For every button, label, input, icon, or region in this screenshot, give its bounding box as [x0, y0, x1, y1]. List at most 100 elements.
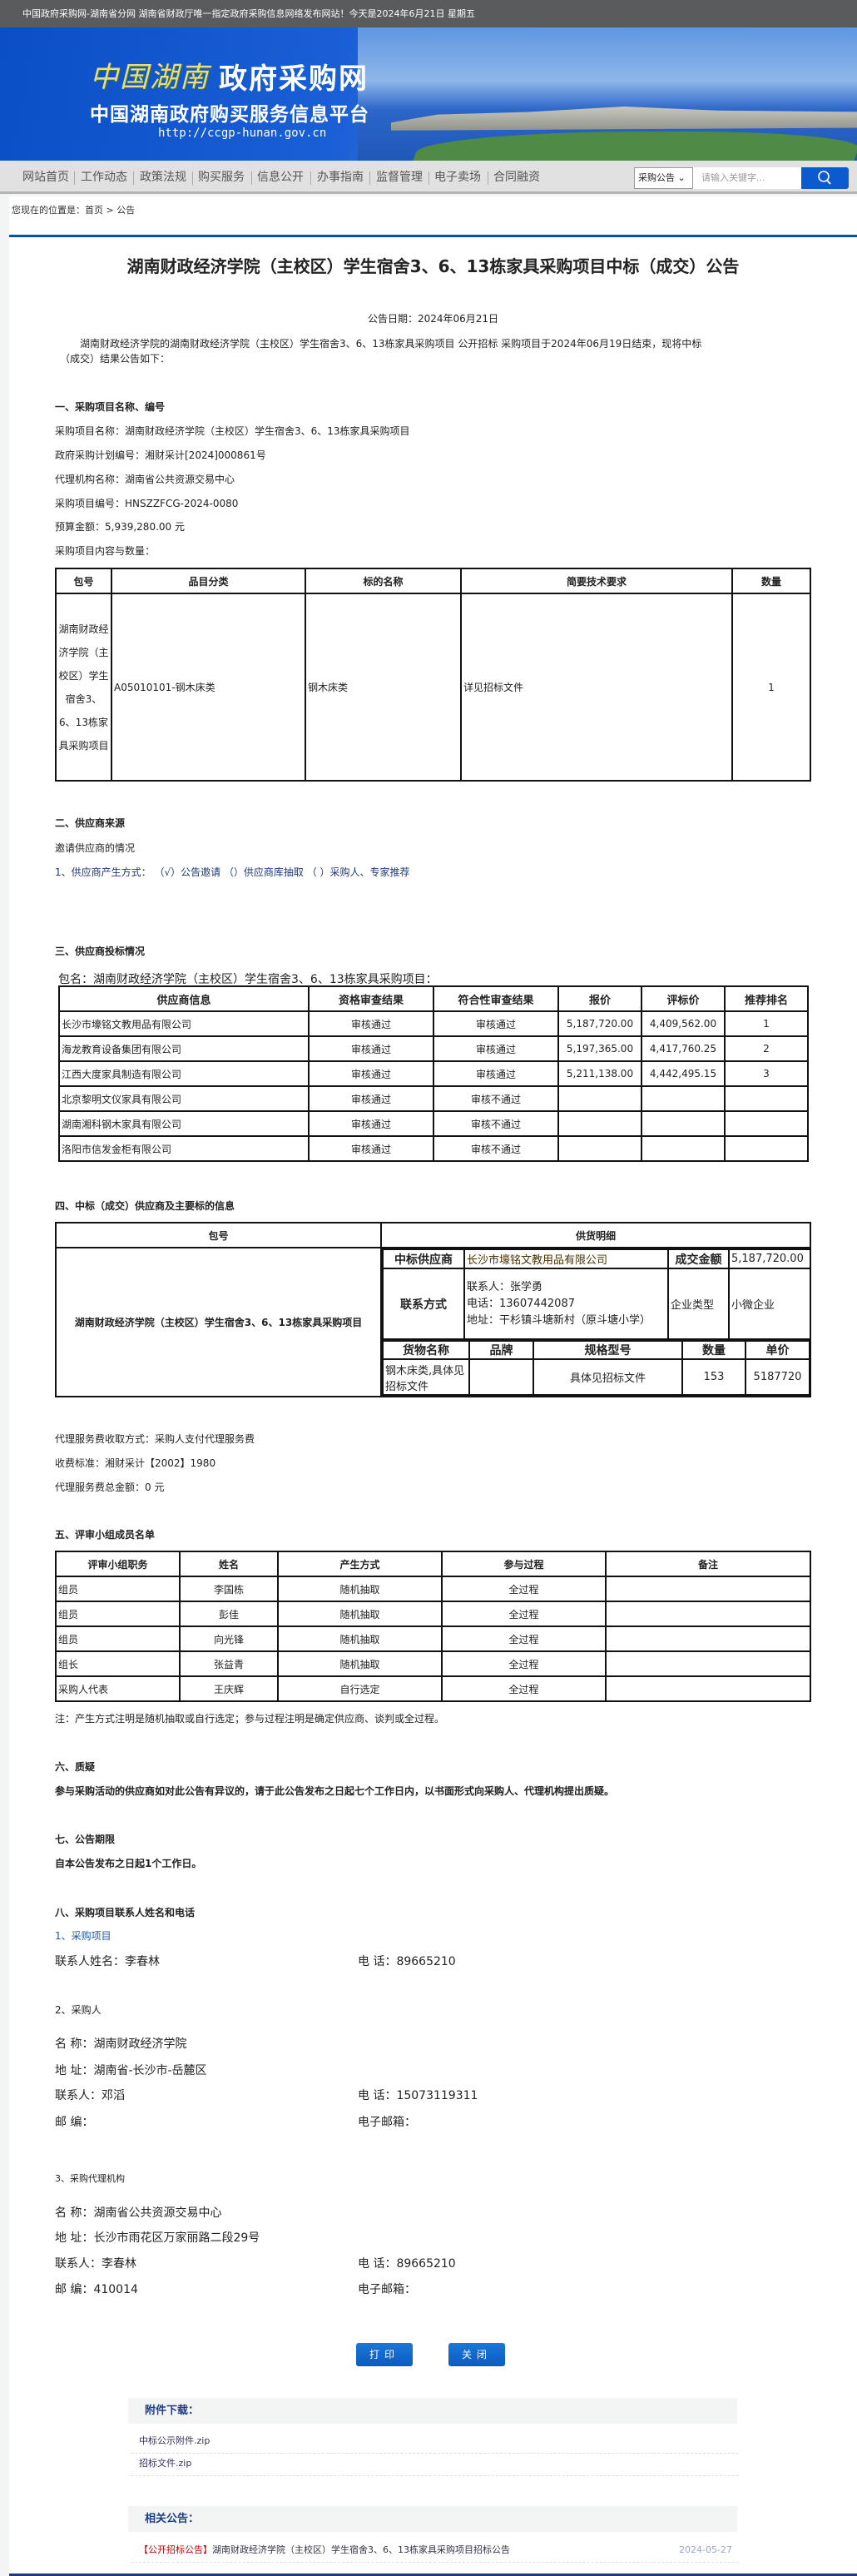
close-button[interactable]: 关闭 [448, 2343, 505, 2366]
nav-separator [251, 171, 252, 185]
table-cell: 4,442,495.15 [641, 1060, 726, 1087]
breadcrumb-current: 公告 [116, 205, 136, 216]
agency-name-contact: 名 称：湖南省公共资源交易中心 [55, 2206, 222, 2220]
table-cell: 审核通过 [433, 1035, 559, 1062]
related-title-link[interactable]: 湖南财政经济学院（主校区）学生宿舍3、6、13栋家具采购项目招标公告 [212, 2544, 510, 2555]
package-cell: 湖南财政经济学院（主校区）学生宿舍3、6、13栋家具采购项目 [55, 1247, 382, 1397]
col-header: 数量 [731, 568, 811, 594]
nav-info-disclosure[interactable]: 信息公开 [257, 171, 304, 184]
col-header: 数量 [681, 1340, 746, 1360]
col-header: 评审小组职务 [55, 1551, 181, 1577]
table-cell [605, 1626, 811, 1652]
nav-separator [428, 171, 429, 185]
nav-purchase-service[interactable]: 购买服务 [198, 171, 245, 184]
winning-amount: 5,187,720.00 [728, 1248, 811, 1269]
search-button[interactable] [801, 167, 849, 189]
goods-brand [468, 1358, 534, 1396]
project-number: 采购项目编号：HNSZZFCG-2024-0080 [55, 498, 239, 509]
breadcrumb: 您现在的位置是：首页 > 公告 [12, 203, 135, 216]
nav-e-mall[interactable]: 电子卖场 [434, 171, 481, 184]
table-cell: 彭佳 [179, 1601, 279, 1627]
table-cell: 3 [724, 1060, 809, 1087]
attachment-link[interactable]: 中标公示附件.zip [131, 2431, 739, 2454]
agency-title: 3、采购代理机构 [55, 2173, 125, 2184]
main-nav: 网站首页 工作动态 政策法规 购买服务 信息公开 办事指南 监督管理 电子卖场 … [0, 161, 857, 194]
notice-date: 公告日期：2024年06月21日 [367, 313, 499, 325]
nav-contract-finance[interactable]: 合同融资 [493, 171, 540, 184]
print-button[interactable]: 打印 [356, 2343, 413, 2366]
breadcrumb-home[interactable]: 首页 [85, 205, 103, 216]
header-row: 供应商信息 资格审查结果 符合性审查结果 报价 评标价 推荐排名 [58, 985, 809, 1012]
table-cell: 4,417,760.25 [641, 1035, 726, 1062]
winner-table: 包号 供货明细 湖南财政经济学院（主校区）学生宿舍3、6、13栋家具采购项目 中标… [55, 1222, 811, 1397]
col-header: 报价 [557, 985, 642, 1012]
top-info-bar: 中国政府采购网-湖南省分网 湖南省财政厅唯一指定政府采购信息网络发布网站！今天是… [0, 0, 857, 27]
nav-home[interactable]: 网站首页 [22, 171, 69, 184]
nav-separator [133, 171, 134, 185]
page-title: 湖南财政经济学院（主校区）学生宿舍3、6、13栋家具采购项目中标（成交）公告 [126, 256, 740, 276]
nav-policy[interactable]: 政策法规 [140, 171, 186, 184]
related-item[interactable]: 【公开招标公告】湖南财政经济学院（主校区）学生宿舍3、6、13栋家具采购项目招标… [131, 2540, 739, 2563]
chevron-down-icon: ⌄ [677, 172, 686, 183]
col-header: 产生方式 [277, 1551, 443, 1577]
table-cell: 随机抽取 [277, 1601, 443, 1627]
search-category-select[interactable]: 采购公告 ⌄ [634, 167, 693, 189]
bid-table: 供应商信息 资格审查结果 符合性审查结果 报价 评标价 推荐排名 长沙市壕铭文教用品有限公司… [58, 985, 809, 1162]
table-cell: 随机抽取 [277, 1576, 443, 1602]
site-url: http://ccgp-hunan.gov.cn [158, 127, 327, 140]
table-row: 采购人代表 王庆辉 自行选定 全过程 [55, 1675, 811, 1702]
table-cell [605, 1675, 811, 1702]
items-table: 包号 品目分类 标的名称 简要技术要求 数量 湖南财政经济学院（主校区）学生宿舍3、6、… [55, 568, 811, 782]
fee-method: 代理服务费收取方式：采购人支付代理服务费 [55, 1433, 255, 1445]
section-3-heading: 三、供应商投标情况 [55, 946, 146, 957]
table-cell [557, 1085, 642, 1112]
nav-guide[interactable]: 办事指南 [317, 171, 364, 184]
purchaser-title: 2、采购人 [55, 2004, 102, 2016]
col-header: 供应商信息 [58, 985, 310, 1012]
package-name: 包名：湖南财政经济学院（主校区）学生宿舍3、6、13栋家具采购项目： [58, 973, 438, 986]
divider [9, 235, 857, 237]
purchaser-phone: 电 话：15073119311 [358, 2089, 478, 2102]
label-amount: 成交金额 [667, 1248, 730, 1269]
search-icon [818, 171, 831, 185]
supplier-source-label: 邀请供应商的情况 [55, 842, 136, 854]
attachment-link[interactable]: 招标文件.zip [131, 2454, 739, 2476]
quantity-cell: 1 [731, 593, 811, 782]
agency-phone: 电 话：89665210 [358, 2257, 456, 2271]
table-cell: 组员 [55, 1601, 181, 1627]
section-7-heading: 七、公告期限 [55, 1834, 116, 1845]
section-5-heading: 五、评审小组成员名单 [55, 1529, 156, 1541]
table-cell: 北京黎明文仪家具有限公司 [58, 1085, 310, 1112]
table-cell: 采购人代表 [55, 1675, 181, 1702]
section-6-heading: 六、质疑 [55, 1761, 96, 1773]
table-cell: 全过程 [441, 1675, 607, 1702]
table-cell: 组员 [55, 1576, 181, 1602]
table-cell: 江西大度家具制造有限公司 [58, 1060, 310, 1087]
col-header: 符合性审查结果 [433, 985, 559, 1012]
table-cell: 4,409,562.00 [641, 1010, 726, 1037]
purchaser-name: 名 称：湖南财政经济学院 [55, 2037, 187, 2051]
table-row: 组员 彭佳 随机抽取 全过程 [55, 1601, 811, 1627]
enterprise-type: 小微企业 [728, 1268, 811, 1340]
nav-separator [192, 171, 193, 185]
goods-name: 钢木床类,具体见招标文件 [382, 1358, 470, 1396]
footer-bar [9, 2574, 857, 2576]
search-input[interactable]: 请输入关键字... [693, 167, 801, 189]
col-header: 参与过程 [441, 1551, 607, 1577]
site-title: 政府采购网 [219, 62, 369, 96]
table-cell: 5,197,365.00 [557, 1035, 642, 1062]
nav-supervision[interactable]: 监督管理 [376, 171, 423, 184]
supply-detail-table: 中标供应商 长沙市壕铭文教用品有限公司 成交金额 5,187,720.00 联系方式联… [382, 1248, 811, 1340]
nav-separator [369, 171, 370, 185]
table-cell: 审核通过 [308, 1135, 434, 1162]
attachments-heading: 附件下载： [128, 2398, 737, 2424]
table-cell: 组员 [55, 1626, 181, 1652]
tech-req-cell: 详见招标文件 [460, 593, 733, 782]
section-4-heading: 四、中标（成交）供应商及主要标的信息 [55, 1200, 235, 1212]
contact-project-title: 1、采购项目 [55, 1930, 111, 1942]
table-cell: 5,187,720.00 [557, 1010, 642, 1037]
table-cell [641, 1135, 726, 1162]
col-header: 备注 [605, 1551, 811, 1577]
nav-work-news[interactable]: 工作动态 [81, 171, 127, 184]
site-subtitle: 中国湖南政府购买服务信息平台 [90, 104, 369, 126]
